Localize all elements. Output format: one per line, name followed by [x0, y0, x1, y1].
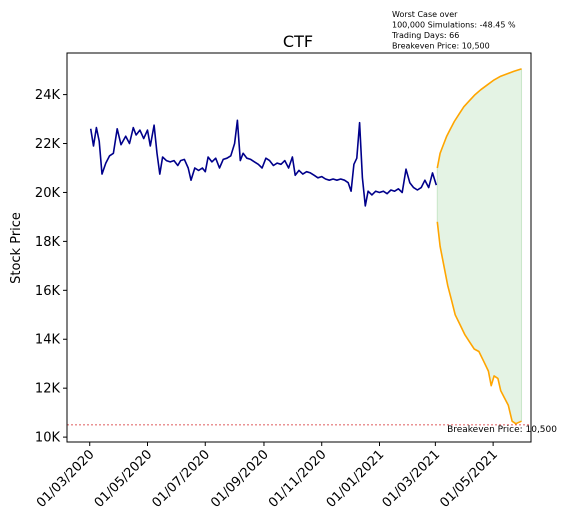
y-axis: 10K 12K 14K 16K 18K 20K 22K 24K [35, 88, 67, 446]
y-axis-label: Stock Price [9, 212, 24, 284]
y-tick-label: 12K [35, 382, 61, 397]
annotation-line: Worst Case over [392, 10, 458, 19]
annotation-line: 100,000 Simulations: -48.45 % [392, 21, 516, 30]
series-line-simulated-best [436, 68, 522, 169]
series-line-simulated-worst [436, 221, 522, 425]
x-tick-label: 01/05/2021 [437, 447, 501, 511]
y-tick-label: 14K [35, 333, 61, 348]
plot-frame [66, 52, 532, 443]
x-axis: 01/03/202001/05/202001/07/202001/09/2020… [34, 442, 501, 511]
y-tick-label: 24K [35, 88, 61, 103]
y-tick-label: 22K [35, 137, 61, 152]
x-tick-label: 01/03/2020 [34, 447, 98, 511]
series-lines [89, 68, 522, 425]
chart-title: CTF [283, 32, 313, 51]
x-tick-label: 01/03/2021 [380, 447, 444, 511]
y-tick-label: 10K [35, 431, 61, 446]
x-tick-label: 01/11/2020 [266, 447, 330, 511]
series-line-historical [89, 119, 438, 207]
x-tick-label: 01/05/2020 [92, 447, 156, 511]
breakeven-label: Breakeven Price: 10,500 [447, 425, 557, 435]
fill-area [436, 68, 523, 425]
y-tick-label: 16K [35, 284, 61, 299]
simulation-annotation: Worst Case over 100,000 Simulations: -48.… [391, 10, 516, 51]
annotation-line: Breakeven Price: 10,500 [392, 42, 490, 51]
simulation-range-area [436, 68, 523, 425]
y-tick-label: 20K [35, 186, 61, 201]
x-tick-label: 01/07/2020 [149, 447, 213, 511]
x-tick-label: 01/01/2021 [324, 447, 388, 511]
y-tick-label: 18K [35, 235, 61, 250]
x-tick-label: 01/09/2020 [208, 447, 272, 511]
annotation-line: Trading Days: 66 [391, 31, 459, 40]
